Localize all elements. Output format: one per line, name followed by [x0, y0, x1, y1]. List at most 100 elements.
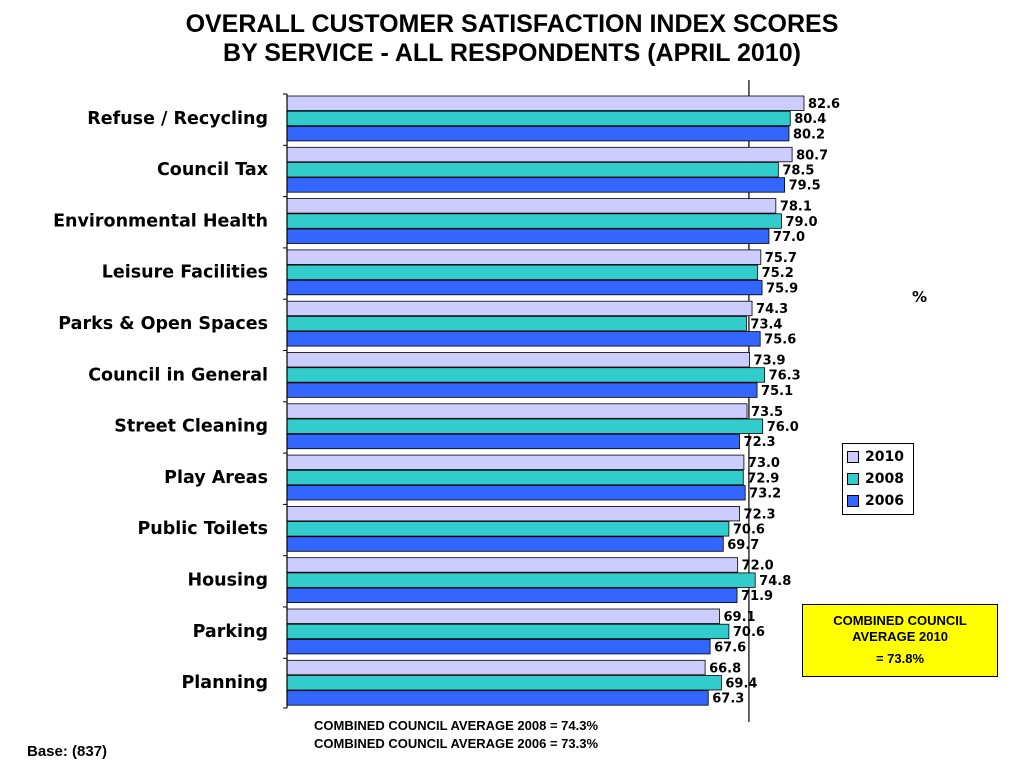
bar [286, 228, 770, 244]
bar [286, 126, 790, 142]
data-label: 73.9 [754, 354, 786, 369]
legend-item: 2006 [847, 490, 909, 512]
legend-item: 2010 [847, 446, 909, 468]
category-label: Planning [181, 673, 268, 693]
data-label: 80.4 [794, 112, 826, 127]
data-label: 76.3 [769, 369, 801, 384]
legend-swatch [847, 473, 859, 485]
data-label: 66.8 [709, 661, 741, 676]
bar [286, 521, 730, 537]
bar [286, 433, 740, 450]
bar [286, 352, 750, 368]
data-label: 73.0 [748, 456, 780, 471]
data-label: 77.0 [773, 230, 805, 245]
bar [286, 623, 730, 640]
bar [286, 213, 782, 229]
bar [286, 382, 758, 398]
average-box-line2: AVERAGE 2010 [852, 629, 948, 644]
category-label: Council Tax [157, 160, 269, 180]
chart-title-line1: OVERALL CUSTOMER SATISFACTION INDEX SCOR… [185, 10, 839, 38]
bar [286, 403, 748, 419]
category-label: Public Toilets [137, 519, 268, 539]
data-label: 72.0 [742, 559, 774, 574]
bar [286, 505, 740, 522]
average-box-line1: COMBINED COUNCIL [833, 613, 967, 628]
base-note: Base: (837) [27, 743, 108, 760]
bar [286, 331, 761, 347]
data-label: 72.3 [744, 435, 776, 450]
average-box-value: = 73.8% [875, 651, 925, 666]
bar [286, 146, 793, 163]
bar [286, 264, 759, 281]
bar [286, 572, 756, 588]
data-label: 71.9 [741, 589, 773, 604]
bar [286, 162, 779, 178]
bar [286, 690, 709, 706]
data-label: 80.7 [796, 148, 828, 163]
bar [286, 249, 762, 265]
data-label: 73.5 [751, 405, 783, 420]
category-label: Environmental Health [53, 211, 268, 231]
legend-item: 2008 [847, 468, 909, 490]
data-label: 70.6 [733, 625, 765, 640]
data-label: 67.3 [712, 692, 744, 707]
average-note-2008: COMBINED COUNCIL AVERAGE 2008 = 74.3% [314, 718, 599, 733]
bar [286, 587, 738, 603]
bar [286, 177, 785, 193]
bar [286, 659, 706, 676]
bar [286, 675, 722, 691]
average-notes: COMBINED COUNCIL AVERAGE 2008 = 74.3% CO… [314, 717, 598, 753]
data-label: 82.6 [808, 97, 840, 112]
bar [286, 557, 739, 573]
bar [286, 608, 720, 624]
chart-title-line2: BY SERVICE - ALL RESPONDENTS (APRIL 2010… [223, 39, 801, 67]
bar [286, 485, 746, 501]
data-label: 72.3 [744, 507, 776, 522]
category-label: Refuse / Recycling [87, 109, 268, 129]
bar [286, 198, 777, 214]
bar [286, 418, 764, 434]
legend-label: 2006 [865, 493, 904, 509]
bar [286, 536, 724, 552]
legend-swatch [847, 495, 859, 507]
legend-label: 2010 [865, 449, 904, 465]
data-label: 72.9 [747, 471, 779, 486]
bar [286, 279, 763, 296]
legend-label: 2008 [865, 471, 904, 487]
data-label: 69.1 [724, 610, 756, 625]
bar [286, 315, 747, 332]
bar [286, 367, 765, 383]
data-label: 74.3 [756, 302, 788, 317]
chart-legend: 2010 2008 2006 [842, 443, 914, 515]
bar [286, 95, 805, 111]
bar [286, 300, 753, 317]
data-label: 75.9 [766, 281, 798, 296]
category-label: Play Areas [164, 468, 268, 488]
data-label: 74.8 [759, 574, 791, 589]
data-label: 73.4 [750, 317, 782, 332]
data-label: 79.5 [789, 179, 821, 194]
bar [286, 639, 711, 655]
data-label: 70.6 [733, 523, 765, 538]
data-label: 75.6 [764, 333, 796, 348]
data-label: 75.7 [765, 251, 797, 266]
average-2010-box: COMBINED COUNCIL AVERAGE 2010 = 73.8% [802, 604, 998, 677]
data-label: 75.2 [762, 266, 794, 281]
data-label: 69.4 [725, 677, 757, 692]
unit-label: % [912, 288, 928, 306]
data-label: 73.2 [749, 487, 781, 502]
data-label: 79.0 [785, 215, 817, 230]
category-label: Leisure Facilities [102, 263, 268, 283]
data-label: 78.5 [782, 164, 814, 179]
category-label: Parking [193, 622, 268, 642]
data-label: 76.0 [767, 420, 799, 435]
category-label: Street Cleaning [114, 417, 268, 437]
average-note-2006: COMBINED COUNCIL AVERAGE 2006 = 73.3% [314, 736, 599, 751]
data-label: 80.2 [793, 127, 825, 142]
bar [286, 110, 791, 127]
category-label: Housing [187, 571, 268, 591]
category-label: Parks & Open Spaces [58, 314, 268, 334]
chart-title: OVERALL CUSTOMER SATISFACTION INDEX SCOR… [0, 10, 1024, 68]
data-label: 78.1 [780, 200, 812, 215]
